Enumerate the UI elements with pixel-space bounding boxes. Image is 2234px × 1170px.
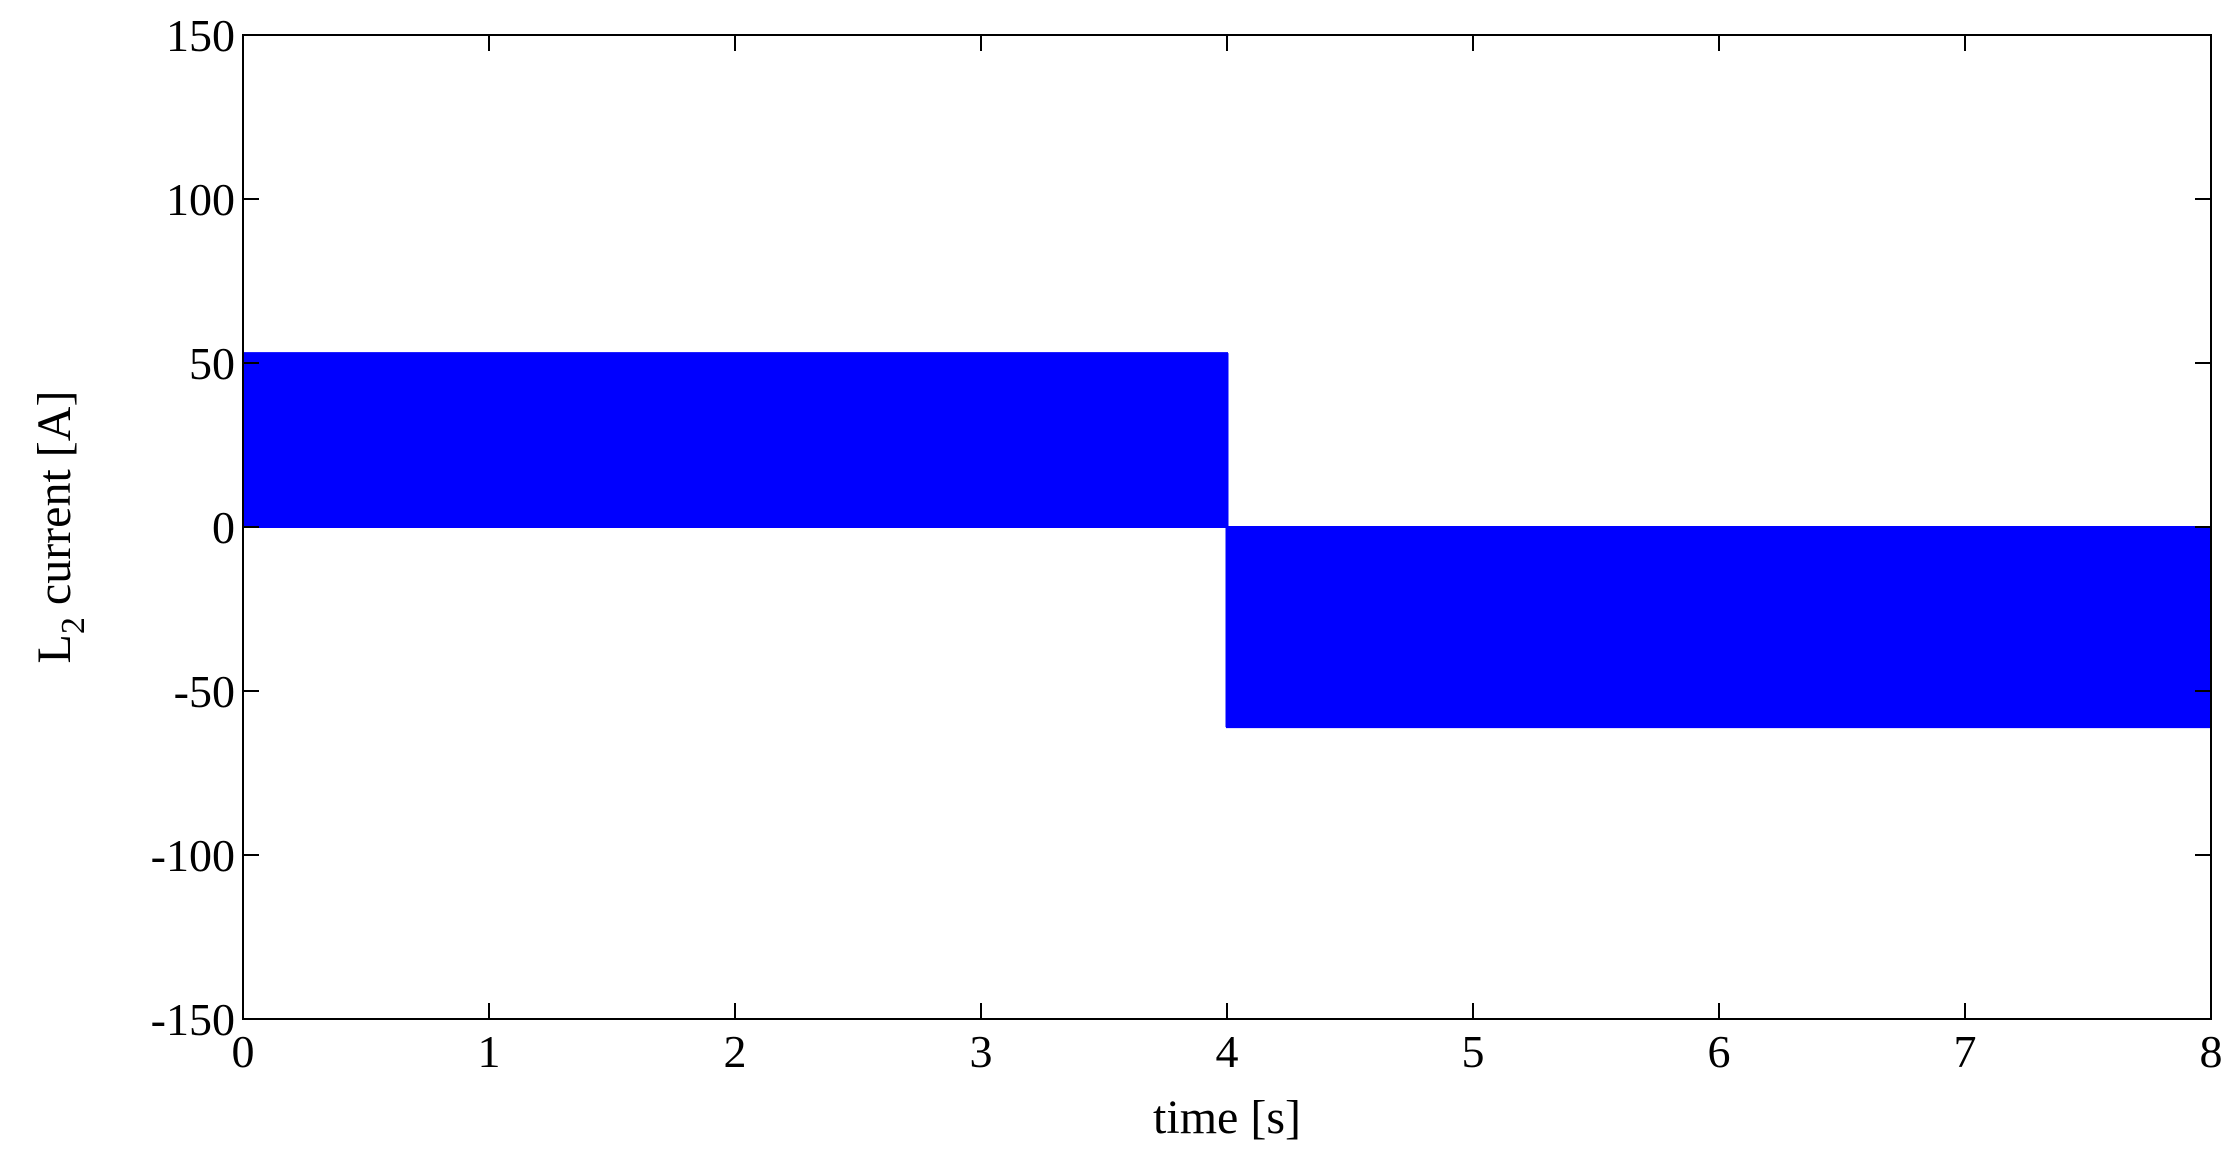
y-tick-label: 150 [166, 10, 235, 61]
x-tick-label: 2 [724, 1026, 747, 1077]
y-axis-label-subscript: 2 [55, 617, 92, 634]
ticks-layer: 0 1 2 3 4 5 6 7 8 -150 -100 -50 0 50 100 150 [151, 10, 2223, 1077]
x-tick-label: 3 [970, 1026, 993, 1077]
x-tick-label: 8 [2200, 1026, 2223, 1077]
x-tick-label: 0 [232, 1026, 255, 1077]
y-tick-label: 50 [189, 338, 235, 389]
x-tick-label: 5 [1462, 1026, 1485, 1077]
y-tick-label: -50 [174, 666, 235, 717]
x-tick-label: 6 [1708, 1026, 1731, 1077]
series-band-0 [242, 352, 1228, 528]
plot-frame [242, 34, 2212, 1020]
x-tick-label: 1 [478, 1026, 501, 1077]
y-tick-label: 0 [212, 502, 235, 553]
x-tick-label: 7 [1954, 1026, 1977, 1077]
y-tick-label: 100 [166, 174, 235, 225]
y-axis-label-rest: current [A] [28, 391, 81, 618]
y-tick-label: -100 [151, 830, 235, 881]
y-axis-label: L2 current [A] [28, 391, 92, 664]
x-axis-label: time [s] [1153, 1091, 1301, 1144]
series-layer [242, 352, 2212, 729]
x-tick-label: 4 [1216, 1026, 1239, 1077]
y-axis-label-base: L [28, 634, 81, 663]
series-band-1 [1226, 526, 2212, 729]
y-tick-label: -150 [151, 994, 235, 1045]
